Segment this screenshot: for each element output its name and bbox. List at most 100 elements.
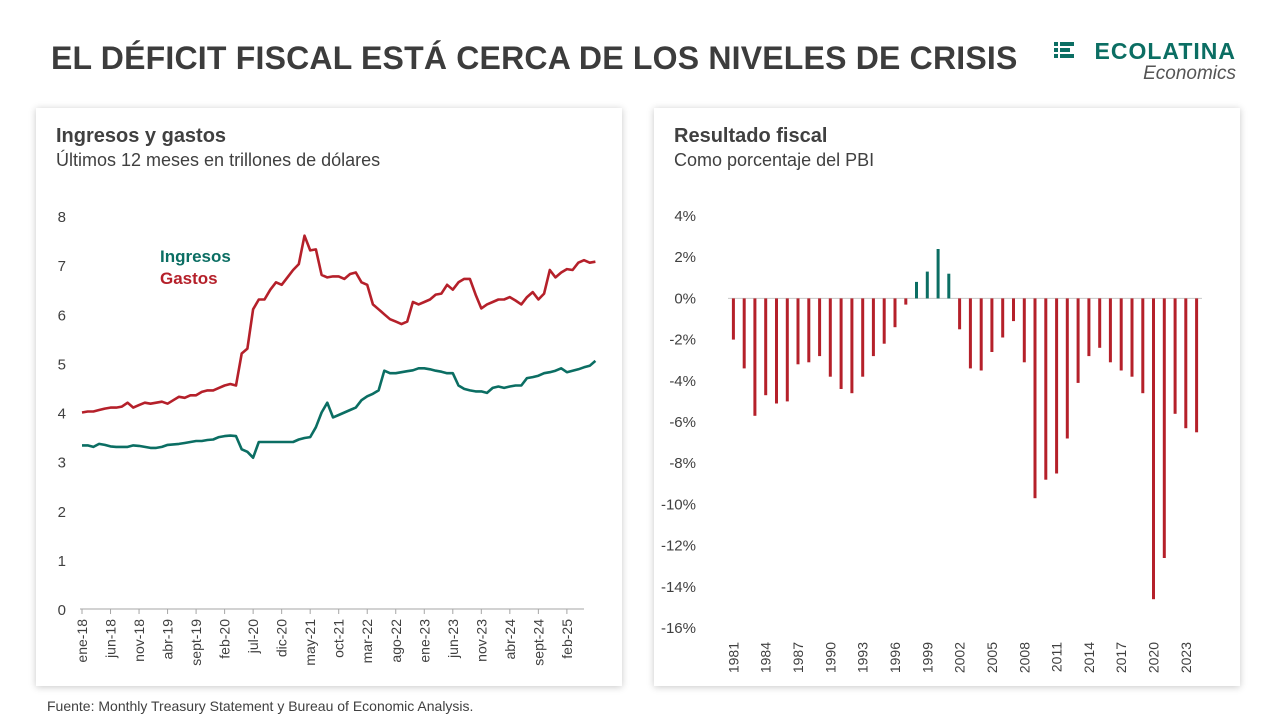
bar-2021: [1162, 298, 1166, 558]
x-tick-label: sept-24: [530, 619, 546, 666]
series-line-ingresos: [82, 359, 597, 459]
page-title: EL DÉFICIT FISCAL ESTÁ CERCA DE LOS NIVE…: [51, 40, 1018, 76]
bar-1985: [775, 298, 778, 404]
income-spending-chart: 0 1 2 3 4 5 6 7 8 ene-18 jun-18 nov-18 abr-19 sept-19…: [58, 209, 597, 666]
x-tick-label: jun-18: [103, 619, 119, 659]
legend-ingresos: Ingresos: [160, 247, 231, 266]
bar-2010: [1044, 298, 1048, 480]
bar-1991: [839, 298, 843, 389]
x-tick-label: nov-18: [131, 619, 147, 662]
y-tick-label: 4%: [674, 208, 696, 225]
line-chart-subtitle: Últimos 12 meses en trillones de dólares: [56, 150, 381, 170]
logo-name: ECOLATINA: [1094, 38, 1236, 64]
bar-1995: [882, 298, 886, 344]
income-spending-panel: 0 1 2 3 4 5 6 7 8 ene-18 jun-18 nov-18 abr-19 sept-19…: [36, 108, 622, 686]
x-tick-label: 2002: [952, 642, 968, 673]
x-tick-label: 2017: [1113, 642, 1129, 673]
bar-1987: [796, 298, 800, 365]
x-tick-label: abr-19: [160, 619, 176, 660]
bar-1993: [861, 298, 865, 377]
y-tick-label: 0%: [674, 290, 696, 307]
y-tick-label: 0: [58, 602, 66, 619]
line-chart-title: Ingresos y gastos: [56, 125, 227, 147]
bar-2011: [1055, 298, 1059, 474]
ecolatina-logo: ECOLATINA Economics: [1046, 38, 1236, 88]
bar-2005: [990, 298, 994, 352]
y-tick-label: 2: [58, 504, 66, 521]
x-tick-label: oct-21: [331, 619, 347, 658]
x-tick-label: mar-22: [359, 619, 375, 664]
y-tick-label: 5: [58, 356, 66, 373]
bar-2001: [947, 273, 951, 299]
x-tick-label: 2020: [1146, 642, 1162, 673]
fiscal-result-panel: 4% 2% 0% -2% -4% -6% -8% -10% -12% -14% -16% 1981 19…: [654, 108, 1240, 686]
y-tick-label: 6: [58, 307, 66, 324]
x-tick-label: 1984: [758, 642, 774, 673]
bar-2000: [936, 249, 940, 299]
bar-2007: [1012, 298, 1015, 322]
y-tick-label: -8%: [669, 455, 696, 472]
bar-1984: [764, 298, 768, 396]
x-tick-label: jul-20: [245, 619, 261, 654]
y-tick-label: 4: [58, 406, 66, 423]
bar-1981: [731, 298, 735, 340]
x-tick-label: 1993: [855, 642, 871, 673]
series-line-gastos: [81, 234, 596, 414]
bar-2023: [1184, 298, 1188, 429]
fiscal-result-chart: 4% 2% 0% -2% -4% -6% -8% -10% -12% -14% -16% 1981 19…: [661, 208, 1202, 673]
y-tick-label: 3: [58, 455, 66, 472]
y-tick-label: -14%: [661, 579, 696, 596]
bar-1990: [828, 298, 832, 377]
x-tick-label: feb-25: [559, 619, 575, 659]
x-tick-label: ene-23: [416, 619, 432, 663]
x-tick-label: 2023: [1178, 642, 1194, 673]
x-tick-label: 2005: [984, 642, 1000, 673]
y-tick-label: -2%: [669, 332, 696, 349]
y-tick-label: 1: [58, 553, 66, 570]
bar-1997: [904, 298, 908, 305]
bar-1998: [915, 281, 918, 299]
y-tick-label: -6%: [669, 414, 696, 431]
x-tick-label: ene-18: [74, 619, 90, 663]
bar-2020: [1152, 298, 1155, 600]
x-tick-label: abr-24: [502, 619, 518, 660]
bar-2019: [1141, 298, 1145, 394]
x-tick-label: 1990: [822, 642, 838, 673]
bar-2024: [1195, 298, 1199, 433]
bar-2013: [1076, 298, 1080, 383]
y-tick-label: -16%: [661, 620, 696, 637]
bar-2022: [1173, 298, 1177, 414]
x-tick-label: 2008: [1016, 642, 1032, 673]
bar-1986: [785, 298, 789, 402]
x-tick-label: 1981: [725, 642, 741, 673]
bar-1992: [850, 298, 854, 394]
x-tick-label: dic-20: [274, 619, 290, 657]
y-tick-label: -12%: [661, 538, 696, 555]
x-tick-label: sept-19: [188, 619, 204, 666]
bar-1983: [753, 298, 757, 416]
x-tick-label: ago-22: [388, 619, 404, 663]
bar-2004: [979, 298, 983, 371]
bar-2003: [968, 298, 972, 369]
bar-2015: [1098, 298, 1102, 348]
bar-2012: [1065, 298, 1069, 439]
x-tick-label: 2011: [1049, 642, 1065, 672]
bar-2009: [1033, 298, 1037, 499]
x-tick-label: 2014: [1081, 642, 1097, 673]
x-tick-label: feb-20: [217, 619, 233, 659]
y-tick-label: 7: [58, 258, 66, 275]
x-tick-label: 1999: [919, 642, 935, 673]
bar-2017: [1119, 298, 1123, 371]
x-tick-label: may-21: [302, 619, 318, 666]
x-tick-label: 1996: [887, 642, 903, 673]
bar-chart-title: Resultado fiscal: [674, 125, 828, 147]
y-tick-label: 8: [58, 209, 66, 226]
bar-1996: [893, 298, 897, 328]
y-tick-label: -4%: [669, 373, 696, 390]
legend-gastos: Gastos: [160, 269, 218, 288]
y-tick-label: 2%: [674, 249, 696, 266]
logo-sub: Economics: [1143, 63, 1236, 84]
bar-2008: [1022, 298, 1026, 363]
bar-1989: [818, 298, 822, 357]
bar-2016: [1108, 298, 1112, 363]
